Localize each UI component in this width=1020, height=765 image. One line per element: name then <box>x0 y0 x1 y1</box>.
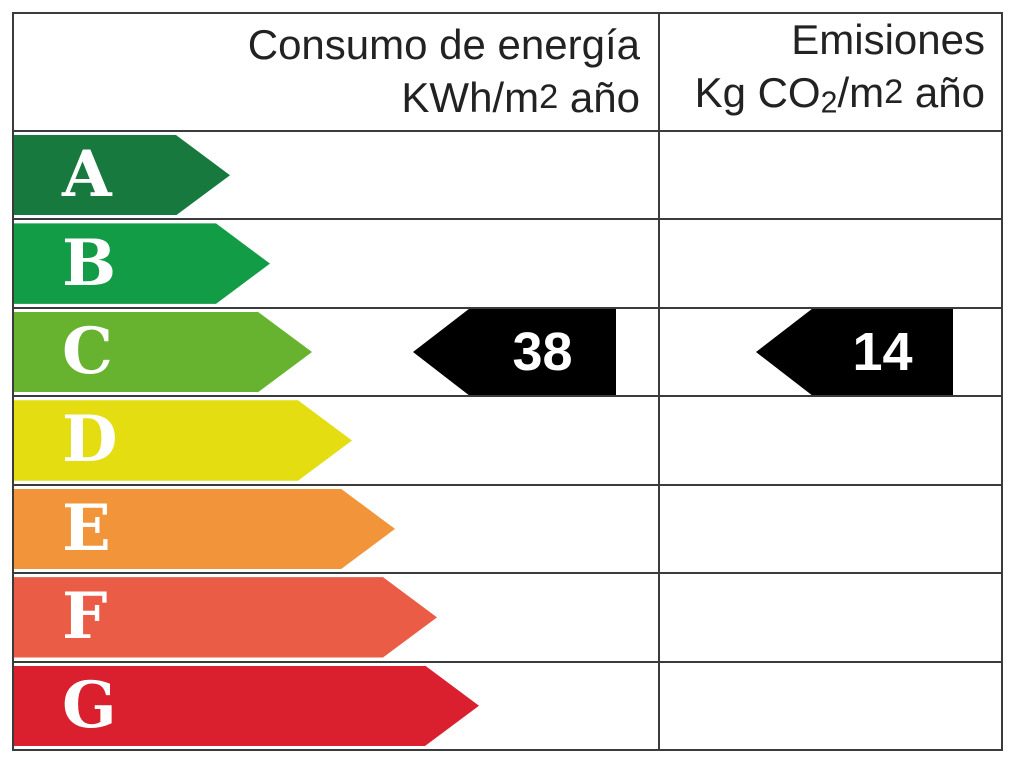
rating-table: Consumo de energía KWh/m2 año Emisiones … <box>12 12 1003 751</box>
table-header: Consumo de energía KWh/m2 año Emisiones … <box>14 14 1001 132</box>
rating-row-f: F <box>14 574 1001 663</box>
rating-rows: A B C 38 14 D E F G <box>14 132 1001 749</box>
column-divider <box>658 14 660 749</box>
rating-row-b: B <box>14 220 1001 309</box>
consumption-header: Consumo de energía KWh/m2 año <box>14 14 660 130</box>
rating-row-d: D <box>14 397 1001 486</box>
rating-letter: E <box>62 490 111 566</box>
consumption-header-line2: KWh/m2 año <box>401 74 640 122</box>
emissions-header-line1: Emisiones <box>791 16 985 64</box>
squared-sup: 2 <box>539 78 559 117</box>
rating-bar-f: F <box>14 577 437 657</box>
squared-sup: 2 <box>884 73 904 112</box>
emissions-value: 14 <box>852 322 913 383</box>
rating-row-g: G <box>14 663 1001 749</box>
rating-letter: G <box>62 667 117 743</box>
emissions-header-line2: Kg CO2/m2 año <box>694 69 985 120</box>
emissions-header: Emisiones Kg CO2/m2 año <box>660 14 1001 130</box>
rating-row-c: C 38 14 <box>14 308 1001 398</box>
rating-bar-e: E <box>14 489 395 569</box>
consumption-header-line1: Consumo de energía <box>247 21 640 69</box>
consumption-indicator-arrow: 38 <box>413 308 616 396</box>
rating-bar-d: D <box>14 400 352 480</box>
rating-bar-a: A <box>14 135 230 215</box>
co2-sub: 2 <box>820 86 838 120</box>
rating-row-e: E <box>14 486 1001 575</box>
rating-bar-b: B <box>14 223 270 303</box>
rating-bar-c: C <box>14 312 312 392</box>
rating-bar-g: G <box>14 666 479 746</box>
rating-letter: F <box>62 579 108 655</box>
rating-letter: A <box>62 137 112 213</box>
rating-letter: D <box>62 402 118 478</box>
rating-letter: C <box>62 314 113 390</box>
emissions-indicator-arrow: 14 <box>756 308 953 396</box>
rating-row-a: A <box>14 132 1001 221</box>
rating-letter: B <box>62 225 117 301</box>
consumption-value: 38 <box>512 322 573 383</box>
